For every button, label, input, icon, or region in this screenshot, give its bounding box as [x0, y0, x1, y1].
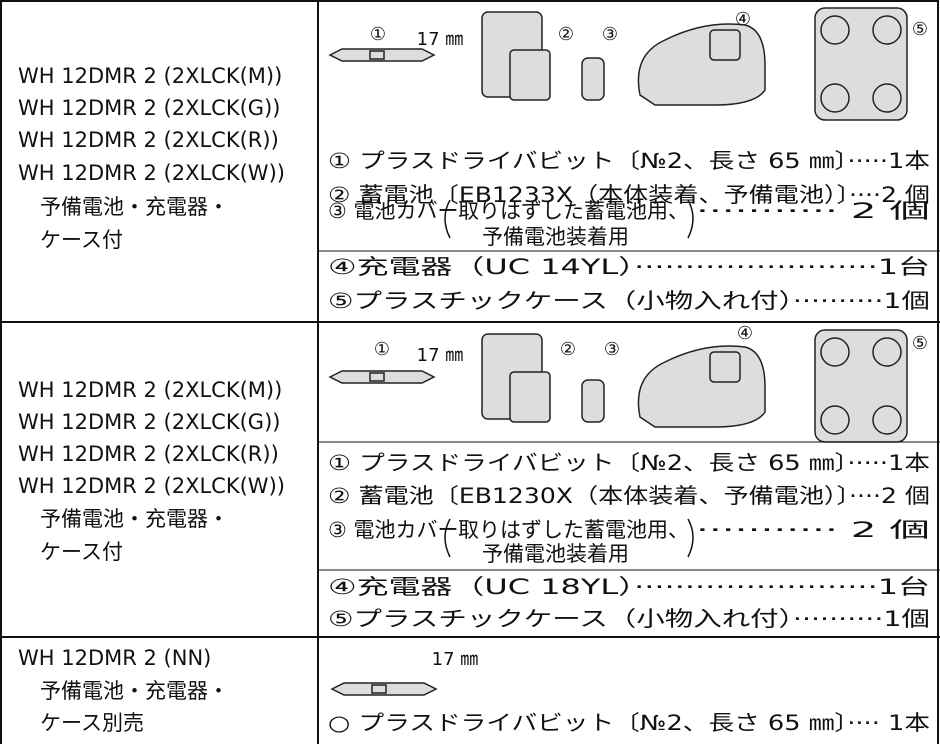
- item-paren: 取りはずした蓄電池用、: [458, 518, 689, 542]
- illustration: [637, 23, 766, 106]
- accessory-note: ケース付: [40, 228, 123, 252]
- figure-label: ⑤: [912, 19, 928, 40]
- figure-label: ③: [602, 24, 618, 45]
- illustration: [709, 29, 741, 61]
- item-line: ① プラスドライバビット〔№2、長さ 65 ㎜〕·····1本: [328, 451, 930, 475]
- illustration: [820, 83, 850, 113]
- illustration: [820, 337, 850, 367]
- item-line: ① プラスドライバビット〔№2、長さ 65 ㎜〕·····1本: [328, 149, 930, 173]
- model-name: WH 12DMR 2 (2XLCK(M)): [18, 378, 282, 402]
- illustration: [637, 345, 766, 428]
- item-label: ③ 電池カバー: [328, 518, 459, 542]
- item-line: ② 蓄電池〔EB1233X（本体装着、予備電池）〕····2 個: [328, 183, 930, 207]
- item-line: ○ プラスドライバビット〔№2、長さ 65 ㎜〕···· 1本: [328, 711, 930, 735]
- item-line: ④充電器（UC 18YL）························1台: [328, 575, 930, 599]
- model-name: WH 12DMR 2 (2XLCK(G)): [18, 410, 280, 434]
- illustration: [872, 83, 902, 113]
- item-leader: ··········· 2 個: [696, 518, 930, 542]
- model-name: WH 12DMR 2 (2XLCK(W)): [18, 161, 285, 185]
- figure-label: ②: [558, 24, 574, 45]
- model-name: WH 12DMR 2 (2XLCK(G)): [18, 96, 280, 120]
- accessory-note: 予備電池・充電器・: [40, 507, 229, 531]
- illustration: [709, 351, 741, 383]
- item-leader: ··········· 2 個: [696, 199, 930, 223]
- item-line: ⑤プラスチックケース（小物入れ付）··········1個: [328, 289, 930, 313]
- illustration: [581, 379, 605, 423]
- model-name: WH 12DMR 2 (2XLCK(M)): [18, 64, 282, 88]
- item-line: ⑤プラスチックケース（小物入れ付）··········1個: [328, 607, 930, 631]
- illustration: [872, 405, 902, 435]
- model-name: WH 12DMR 2 (2XLCK(W)): [18, 474, 285, 498]
- figure-label: ④: [737, 323, 753, 344]
- bracket: [687, 518, 694, 558]
- item-label: ③ 電池カバー: [328, 199, 459, 223]
- bracket: [444, 518, 451, 558]
- accessory-note: ケース付: [40, 540, 123, 564]
- figure-label: ①: [370, 24, 386, 45]
- illustration: [509, 49, 551, 101]
- figure-label: 17 ㎜: [417, 345, 464, 366]
- figure-label: 17 ㎜: [432, 649, 479, 670]
- item-line: ② 蓄電池〔EB1230X（本体装着、予備電池）〕····2 個: [328, 484, 930, 508]
- illustration: [369, 50, 385, 60]
- illustration: [509, 371, 551, 423]
- illustration: [369, 372, 385, 382]
- illustration: [820, 405, 850, 435]
- figure-label: 17 ㎜: [417, 29, 464, 50]
- model-name: WH 12DMR 2 (NN): [18, 646, 211, 670]
- model-name: WH 12DMR 2 (2XLCK(R)): [18, 442, 279, 466]
- illustration: [872, 337, 902, 367]
- figure-label: ②: [560, 339, 576, 360]
- bracket: [687, 199, 694, 239]
- accessory-note: 予備電池・充電器・: [40, 679, 229, 703]
- item-line: ④充電器（UC 14YL）························1台: [328, 255, 930, 279]
- bracket: [444, 199, 451, 239]
- figure-label: ⑤: [912, 333, 928, 354]
- illustration: [371, 684, 387, 694]
- figure-label: ④: [735, 9, 751, 30]
- illustration: [872, 15, 902, 45]
- item-paren: 予備電池装着用: [482, 225, 629, 249]
- item-paren: 予備電池装着用: [482, 542, 629, 566]
- illustration: [820, 15, 850, 45]
- accessory-note: ケース別売: [40, 711, 144, 735]
- figure-label: ③: [604, 339, 620, 360]
- item-paren: 取りはずした蓄電池用、: [458, 199, 689, 223]
- illustration: [581, 57, 605, 101]
- figure-label: ①: [374, 339, 390, 360]
- accessory-note: 予備電池・充電器・: [40, 195, 229, 219]
- model-name: WH 12DMR 2 (2XLCK(R)): [18, 128, 279, 152]
